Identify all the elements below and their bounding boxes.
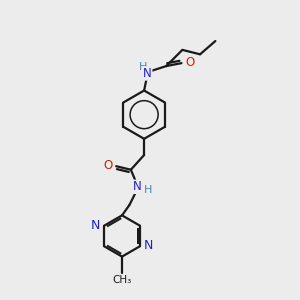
Text: O: O: [185, 56, 194, 69]
Text: N: N: [143, 67, 152, 80]
Text: N: N: [143, 239, 153, 252]
Text: H: H: [139, 62, 148, 72]
Text: O: O: [103, 159, 112, 172]
Text: N: N: [133, 180, 141, 193]
Text: CH₃: CH₃: [112, 275, 132, 285]
Text: N: N: [91, 219, 101, 232]
Text: H: H: [144, 185, 153, 195]
